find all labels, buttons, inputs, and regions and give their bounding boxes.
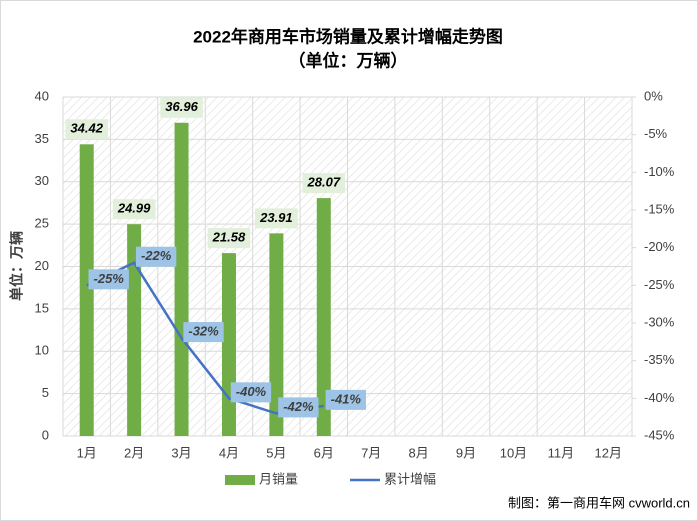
data-label: 34.42 — [65, 119, 108, 140]
data-label: -25% — [94, 271, 125, 286]
bar — [269, 233, 284, 436]
data-label-box — [88, 269, 129, 290]
y2-tick-label: -25% — [644, 277, 675, 292]
y-axis-label: 单位：万辆 — [9, 231, 25, 301]
data-label: 24.99 — [117, 201, 151, 216]
legend-label: 累计增幅 — [384, 471, 436, 486]
data-label: 36.96 — [165, 99, 198, 114]
y-tick-label: 15 — [35, 300, 49, 315]
bar — [174, 122, 189, 436]
y-tick-label: 10 — [35, 343, 49, 358]
x-tick-label: 6月 — [314, 445, 334, 460]
y2-tick-label: -20% — [644, 239, 675, 254]
legend-label: 月销量 — [259, 471, 298, 486]
data-label: -42% — [283, 399, 314, 414]
x-tick-label: 2月 — [124, 445, 144, 460]
data-label-box — [278, 397, 319, 418]
y-tick-label: 0 — [42, 427, 49, 442]
y-tick-label: 30 — [35, 173, 49, 188]
chart-subtitle: （单位：万辆） — [289, 50, 408, 70]
bar — [221, 253, 236, 436]
data-label: -22% — [141, 248, 172, 263]
data-label-box — [112, 199, 156, 220]
y2-tick-label: -35% — [644, 352, 675, 367]
data-label: -41% — [325, 389, 366, 410]
data-label: 28.07 — [302, 173, 346, 194]
x-tick-label: 7月 — [361, 445, 381, 460]
data-label-box — [302, 173, 346, 194]
data-label: -42% — [278, 397, 319, 418]
y-tick-label: 40 — [35, 88, 49, 103]
data-label: -32% — [188, 324, 219, 339]
y2-tick-label: -10% — [644, 164, 675, 179]
data-label: 23.91 — [259, 210, 293, 225]
y-tick-label: 25 — [35, 216, 49, 231]
data-label: 28.07 — [307, 175, 341, 190]
data-label-box — [65, 119, 108, 140]
x-tick-label: 4月 — [219, 445, 239, 460]
legend-swatch — [225, 475, 255, 485]
data-label: 24.99 — [112, 199, 156, 220]
x-tick-label: 5月 — [266, 445, 286, 460]
data-label-box — [207, 228, 251, 249]
data-label: 21.58 — [212, 230, 246, 245]
data-label: -32% — [183, 322, 224, 343]
bar — [127, 224, 142, 436]
data-label-box — [230, 382, 272, 403]
data-label: 36.96 — [160, 97, 203, 118]
x-tick-label: 9月 — [456, 445, 476, 460]
data-label: -40% — [236, 384, 267, 399]
y2-tick-label: -30% — [644, 314, 675, 329]
y2-tick-label: -40% — [644, 390, 675, 405]
bar — [79, 144, 94, 436]
y-tick-label: 5 — [42, 385, 49, 400]
data-label-box — [325, 389, 366, 410]
y2-tick-label: -15% — [644, 201, 675, 216]
data-label-box — [135, 246, 177, 267]
source: 制图：第一商用车网 cvworld.cn — [508, 495, 690, 510]
y2-tick-label: -5% — [644, 126, 668, 141]
data-label: -40% — [230, 382, 272, 403]
y2-tick-label: 0% — [644, 88, 663, 103]
data-label: -41% — [331, 391, 362, 406]
data-label-box — [255, 208, 298, 229]
x-tick-label: 1月 — [77, 445, 97, 460]
bar — [316, 198, 331, 436]
x-tick-label: 3月 — [171, 445, 191, 460]
y2-tick-label: -45% — [644, 427, 675, 442]
chart-title: 2022年商用车市场销量及累计增幅走势图 — [193, 26, 503, 46]
x-tick-label: 8月 — [409, 445, 429, 460]
y-tick-label: 35 — [35, 131, 49, 146]
data-label-box — [183, 322, 224, 343]
x-tick-label: 10月 — [500, 445, 527, 460]
data-label: -25% — [88, 269, 129, 290]
data-label: -22% — [135, 246, 177, 267]
data-label: 21.58 — [207, 228, 251, 249]
data-label: 23.91 — [255, 208, 298, 229]
x-tick-label: 12月 — [595, 445, 622, 460]
data-label: 34.42 — [70, 121, 103, 136]
y-tick-label: 20 — [35, 258, 49, 273]
data-label-box — [160, 97, 203, 118]
x-tick-label: 11月 — [548, 445, 575, 460]
